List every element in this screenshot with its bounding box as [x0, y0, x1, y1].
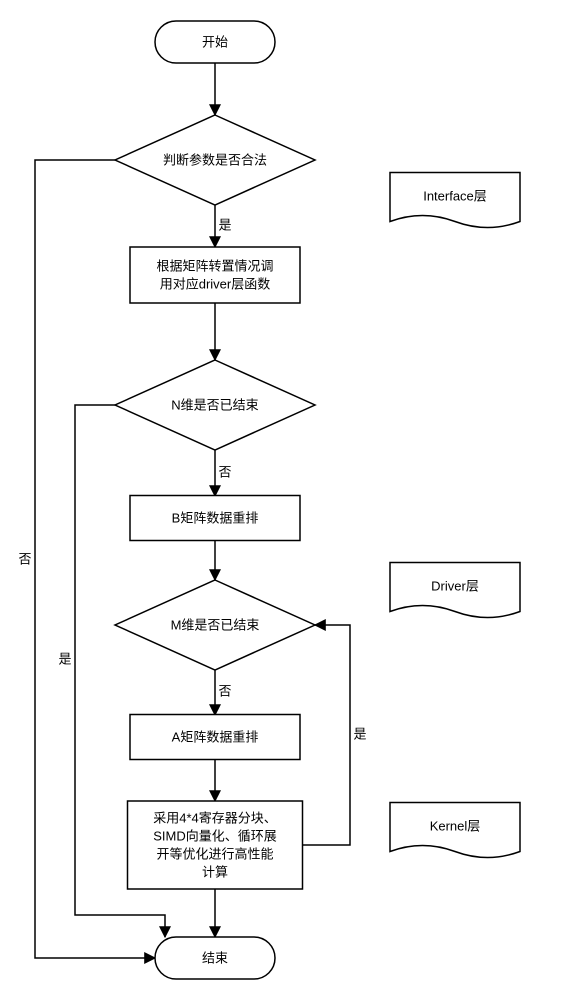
node-start-label: 开始 — [202, 34, 228, 49]
node-d_valid-label: 判断参数是否合法 — [163, 152, 267, 167]
layer-label-0: Interface层 — [390, 173, 520, 228]
node-end-label: 结束 — [202, 950, 228, 965]
flowchart-diagram: 是否否否是是开始判断参数是否合法根据矩阵转置情况调用对应driver层函数N维是… — [0, 0, 567, 1000]
edge-9-label: 是 — [58, 651, 71, 666]
node-p_call-line-0: 根据矩阵转置情况调 — [156, 258, 273, 273]
edge-10 — [303, 625, 350, 845]
layer-label-2: Kernel层 — [390, 803, 520, 858]
node-d_m: M维是否已结束 — [115, 580, 315, 670]
node-p_k-line-2: 开等优化进行高性能 — [156, 846, 273, 861]
edge-10-label: 是 — [353, 726, 366, 741]
layer-label-1: Driver层 — [390, 563, 520, 618]
node-p_a-line-0: A矩阵数据重排 — [172, 729, 259, 744]
node-p_b: B矩阵数据重排 — [130, 496, 300, 541]
layer-label-1-text: Driver层 — [431, 578, 479, 593]
node-p_k-line-3: 计算 — [202, 864, 228, 879]
node-p_k: 采用4*4寄存器分块、 SIMD向量化、循环展开等优化进行高性能计算 — [128, 801, 303, 889]
edge-1-label: 是 — [218, 217, 231, 232]
layer-label-2-text: Kernel层 — [430, 818, 481, 833]
node-d_valid: 判断参数是否合法 — [115, 115, 315, 205]
node-p_k-line-0: 采用4*4寄存器分块、 — [153, 810, 277, 825]
node-p_b-line-0: B矩阵数据重排 — [172, 510, 259, 525]
node-start: 开始 — [155, 21, 275, 63]
layer-label-0-text: Interface层 — [423, 188, 487, 203]
node-d_m-label: M维是否已结束 — [171, 617, 260, 632]
node-end: 结束 — [155, 937, 275, 979]
edge-5-label: 否 — [218, 683, 231, 698]
edge-3-label: 否 — [218, 464, 231, 479]
node-d_n: N维是否已结束 — [115, 360, 315, 450]
node-p_k-line-1: SIMD向量化、循环展 — [153, 828, 277, 843]
edge-8-label: 否 — [18, 551, 31, 566]
node-d_n-label: N维是否已结束 — [171, 397, 258, 412]
node-p_call: 根据矩阵转置情况调用对应driver层函数 — [130, 247, 300, 303]
node-p_a: A矩阵数据重排 — [130, 715, 300, 760]
node-p_call-line-1: 用对应driver层函数 — [160, 276, 271, 291]
